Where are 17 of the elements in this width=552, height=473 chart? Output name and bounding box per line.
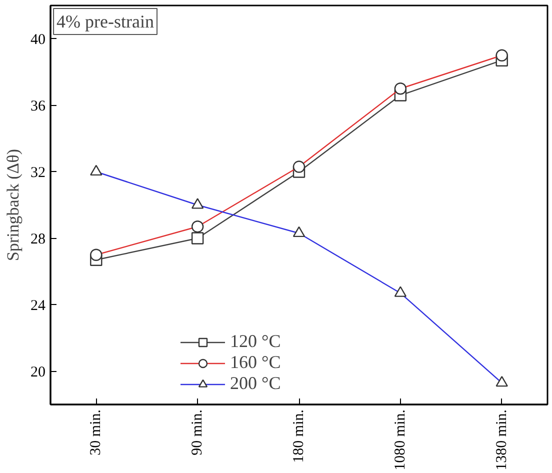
y-axis-title: Springback (Δθ) [4, 148, 22, 262]
y-tick-label: 32 [30, 164, 46, 181]
y-tick-label: 40 [30, 32, 46, 48]
y-tick-label: 28 [30, 231, 46, 248]
y-tick-label: 24 [30, 298, 46, 314]
legend-label: 120 °C [230, 331, 281, 352]
x-tick-label: 1380 min. [494, 409, 510, 470]
x-tick-label: 90 min. [190, 409, 206, 456]
annotation: 4% pre-strain [56, 12, 154, 32]
x-tick-label: 180 min. [291, 409, 307, 463]
legend-label: 160 °C [230, 352, 281, 373]
x-tick-label: 30 min. [88, 409, 104, 456]
x-tick-label: 1080 min. [392, 409, 408, 470]
y-tick-label: 20 [30, 364, 46, 380]
y-tick-label: 36 [30, 98, 46, 114]
point [191, 232, 204, 244]
legend-label: 200 °C [230, 373, 281, 394]
